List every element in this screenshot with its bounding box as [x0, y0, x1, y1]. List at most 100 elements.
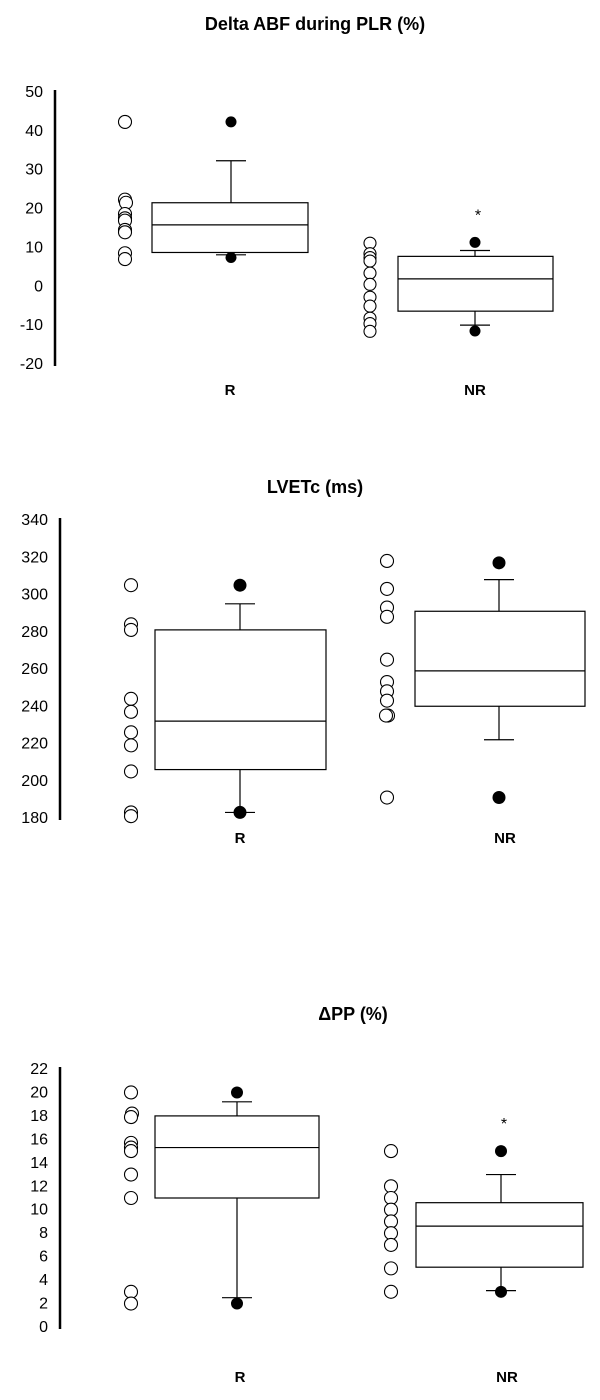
y-tick-label: 22 [30, 1061, 48, 1078]
data-point [123, 1190, 139, 1206]
data-point [383, 1237, 399, 1252]
data-point [123, 738, 139, 753]
y-tick-label: 260 [21, 661, 48, 678]
y-tick-label: 8 [39, 1225, 48, 1242]
box-plots: * [117, 114, 554, 338]
y-tick-label: 40 [25, 123, 43, 140]
y-tick-label: 240 [21, 698, 48, 715]
y-tick-label: 10 [25, 239, 43, 256]
y-tick-label: 14 [30, 1155, 48, 1172]
data-point [383, 1226, 399, 1241]
outlier-point [495, 1145, 507, 1158]
chart-title: Delta ABF during PLR (%) [205, 14, 425, 34]
box-group-r [123, 578, 327, 824]
box-iqr [154, 1115, 320, 1199]
x-label-r: R [235, 830, 246, 847]
data-point [379, 609, 395, 624]
data-point [383, 1144, 399, 1159]
data-point [123, 704, 139, 719]
data-point [379, 652, 395, 667]
outlier-point [495, 1285, 507, 1298]
x-label-nr: NR [494, 830, 516, 847]
data-point [363, 277, 377, 291]
data-point [123, 1085, 139, 1100]
outlier-point [492, 556, 506, 570]
y-tick-label: 180 [21, 810, 48, 827]
data-point [363, 266, 377, 280]
y-tick-label: -20 [20, 356, 43, 373]
outlier-point [231, 1086, 243, 1099]
data-point [383, 1214, 399, 1229]
y-tick-label: 20 [25, 201, 43, 218]
y-tick-label: 0 [34, 278, 43, 295]
outlier-point [233, 805, 247, 819]
data-point [117, 225, 133, 240]
y-tick-label: 12 [30, 1178, 48, 1195]
box-group-nr: * [383, 1116, 584, 1299]
data-point [123, 725, 139, 740]
y-tick-label: 340 [21, 512, 48, 529]
x-label-r: R [225, 382, 236, 399]
y-tick-label: 0 [39, 1319, 48, 1336]
box-iqr [154, 629, 327, 771]
data-point [383, 1202, 399, 1217]
outlier-point [469, 236, 481, 248]
y-tick-label: 200 [21, 773, 48, 790]
box-group-nr [378, 553, 586, 805]
box-plots [123, 553, 586, 824]
data-point [123, 622, 139, 637]
data-point [123, 1110, 139, 1125]
box-plots: * [123, 1085, 584, 1311]
y-tick-label: 50 [25, 84, 43, 101]
data-point [379, 790, 395, 805]
outlier-point [492, 791, 506, 805]
box-group-nr: * [363, 207, 554, 338]
data-point [379, 581, 395, 596]
y-tick-label: 30 [25, 162, 43, 179]
data-point [383, 1179, 399, 1194]
data-point [123, 764, 139, 779]
data-point [379, 693, 395, 708]
box-group-r [117, 114, 309, 267]
x-label-nr: NR [496, 1369, 518, 1386]
y-tick-label: 280 [21, 624, 48, 641]
data-point [363, 254, 377, 268]
data-point [383, 1261, 399, 1276]
data-point [123, 1144, 139, 1159]
data-point [123, 809, 139, 824]
data-point [363, 324, 377, 338]
data-point [117, 252, 133, 267]
data-point [123, 1167, 139, 1182]
data-point [117, 114, 133, 129]
outlier-point [469, 325, 481, 337]
y-tick-label: 18 [30, 1108, 48, 1125]
data-point [123, 1296, 139, 1311]
outlier-point [225, 116, 237, 128]
x-label-nr: NR [464, 382, 486, 399]
chart-title: ΔPP (%) [318, 1004, 388, 1024]
box-iqr [414, 610, 586, 707]
y-tick-label: 6 [39, 1249, 48, 1266]
y-axis: 50 40 30 20 10 0 -10 -20 [20, 84, 57, 373]
y-tick-label: 4 [39, 1272, 48, 1289]
chart-title: LVETc (ms) [267, 477, 363, 497]
data-point [383, 1284, 399, 1299]
y-tick-label: -10 [20, 317, 43, 334]
box-iqr [397, 255, 554, 312]
significance-marker: * [475, 207, 481, 224]
data-point [123, 578, 139, 593]
outlier-point [233, 578, 247, 592]
y-tick-label: 320 [21, 549, 48, 566]
y-tick-label: 300 [21, 587, 48, 604]
data-point [363, 299, 377, 313]
y-tick-label: 10 [30, 1202, 48, 1219]
outlier-point [225, 252, 237, 264]
y-tick-label: 220 [21, 736, 48, 753]
data-point [378, 708, 394, 723]
box-iqr [415, 1202, 584, 1268]
y-axis: 340 320 300 280 260 240 220 200 180 [21, 512, 62, 827]
box-iqr [151, 202, 309, 254]
